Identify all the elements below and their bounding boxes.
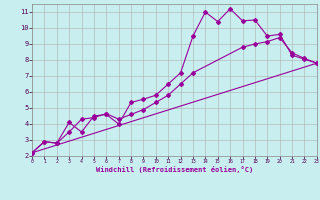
X-axis label: Windchill (Refroidissement éolien,°C): Windchill (Refroidissement éolien,°C) [96, 166, 253, 173]
